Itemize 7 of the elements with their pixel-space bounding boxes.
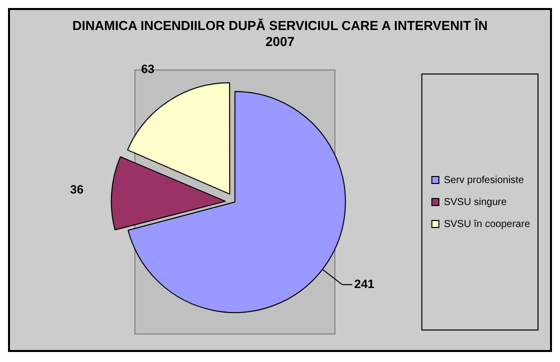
legend-label: SVSU în cooperare (444, 218, 530, 230)
chart-title: DINAMICA INCENDIILOR DUPĂ SERVICIUL CARE A INTERVENIT ÎN 2007 (71, 18, 489, 51)
data-label: 36 (70, 182, 84, 197)
legend-label: Serv profesioniste (444, 174, 524, 186)
legend-label: SVSU singure (444, 196, 508, 208)
data-label: 241 (354, 276, 375, 291)
data-label: 63 (141, 62, 155, 76)
